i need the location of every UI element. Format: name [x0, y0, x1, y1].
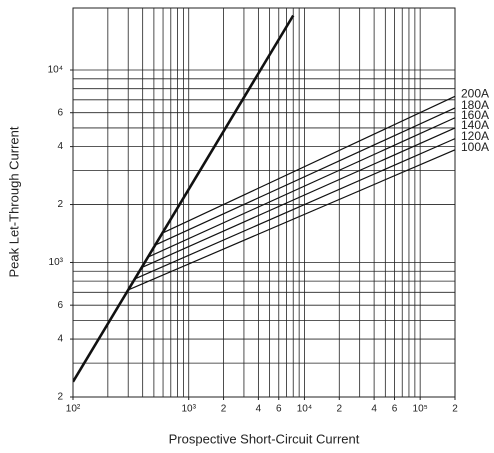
x-tick-label: 6 [392, 404, 398, 415]
series-label: 120A [461, 129, 489, 143]
x-tick-label: 10³ [181, 404, 196, 415]
series-line [154, 107, 455, 246]
series-line [161, 95, 455, 234]
series-label: 200A [461, 86, 489, 100]
plot-frame [72, 7, 456, 398]
y-tick-label: 2 [57, 392, 63, 403]
x-tick-label: 4 [256, 404, 262, 415]
x-tick-label: 2 [452, 404, 458, 415]
series-line [141, 127, 455, 269]
y-tick-label: 2 [57, 199, 63, 210]
y-tick-label: 6 [57, 107, 63, 118]
series-line [127, 149, 455, 291]
unlimited-line [73, 14, 295, 383]
series-label: 160A [461, 108, 489, 122]
series-label: 100A [461, 140, 489, 154]
series-label: 140A [461, 118, 489, 132]
y-tick-label: 6 [57, 300, 63, 311]
x-tick-label: 2 [221, 404, 227, 415]
x-tick-label: 6 [276, 404, 282, 415]
y-tick-label: 10⁴ [48, 65, 63, 76]
series-line [134, 138, 455, 280]
x-tick-label: 4 [371, 404, 377, 415]
y-axis-label: Peak Let-Through Current [6, 126, 21, 277]
x-tick-label: 2 [336, 404, 342, 415]
x-tick-label: 10⁴ [297, 404, 312, 415]
x-tick-label: 10² [66, 404, 81, 415]
series-label: 180A [461, 98, 489, 112]
series-line [148, 117, 455, 258]
y-tick-label: 4 [57, 334, 63, 345]
y-tick-label: 4 [57, 141, 63, 152]
y-tick-label: 10³ [49, 257, 64, 268]
x-tick-label: 10⁵ [413, 404, 428, 415]
x-axis-label: Prospective Short-Circuit Current [169, 431, 360, 446]
